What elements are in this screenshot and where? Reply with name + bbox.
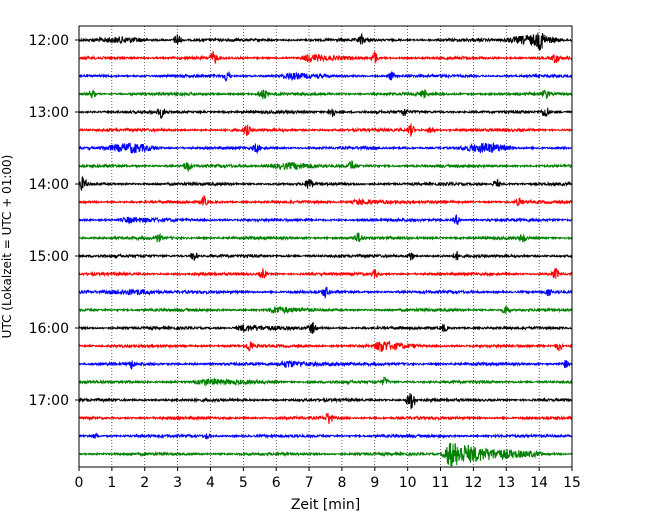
seismogram-trace-1715 (78, 413, 573, 425)
x-tick-label: 1 (107, 475, 116, 491)
trace-group (78, 32, 573, 467)
x-axis-label: Zeit [min] (291, 497, 360, 513)
seismogram-trace-1215 (78, 51, 573, 64)
seismogram-trace-1545 (78, 305, 573, 315)
x-tick-label: 6 (272, 475, 281, 491)
y-tick-label: 12:00 (29, 33, 69, 49)
x-tick-label: 13 (497, 475, 515, 491)
seismogram-trace-1445 (78, 232, 573, 243)
x-tick-label: 12 (464, 475, 482, 491)
seismogram-trace-1500 (78, 251, 573, 261)
seismogram-trace-1245 (78, 89, 573, 100)
y-axis-label: UTC (Lokalzeit = UTC + 01:00) (0, 155, 14, 339)
seismogram-trace-1645 (78, 376, 573, 387)
y-tick-label: 16:00 (29, 321, 69, 337)
x-tick-label: 7 (305, 475, 314, 491)
y-tick-label: 17:00 (29, 393, 69, 409)
seismogram-trace-1330 (78, 141, 573, 154)
x-tick-label: 9 (370, 475, 379, 491)
seismogram-trace-1600 (78, 322, 573, 334)
seismogram-trace-1515 (78, 268, 573, 279)
x-tick-label: 8 (337, 475, 346, 491)
x-tick-label: 11 (432, 475, 450, 491)
seismogram-trace-1300 (78, 107, 573, 120)
x-tick-label: 14 (530, 475, 548, 491)
x-tick-label: 4 (206, 475, 215, 491)
seismogram-trace-1700 (78, 392, 573, 410)
y-tick-label: 13:00 (29, 105, 69, 121)
x-tick-label: 5 (239, 475, 248, 491)
plot-frame (78, 25, 573, 468)
y-axis: 12:00 13:00 14:00 15:00 16:00 17:00 (29, 33, 79, 409)
seismogram-trace-1315 (78, 123, 573, 137)
seismogram-trace-1400 (78, 175, 573, 192)
seismogram-trace-1415 (78, 194, 573, 207)
seismogram-trace-1615 (78, 340, 573, 352)
x-tick-label: 2 (140, 475, 149, 491)
y-tick-label: 14:00 (29, 177, 69, 193)
seismogram-trace-1230 (78, 71, 573, 83)
seismogram-trace-1630 (78, 359, 573, 370)
seismogram-trace-1730 (78, 432, 573, 440)
x-tick-label: 10 (399, 475, 417, 491)
x-tick-label: 15 (563, 475, 581, 491)
seismogram-trace-1745 (78, 442, 573, 467)
seismogram-trace-1530 (78, 286, 573, 300)
x-tick-label: 3 (173, 475, 182, 491)
x-tick-label: 0 (75, 475, 84, 491)
seismogram-trace-1200 (78, 32, 573, 51)
y-tick-label: 15:00 (29, 249, 69, 265)
seismogram-trace-1345 (78, 160, 573, 172)
seismogram-trace-1430 (78, 214, 573, 226)
x-axis: 0 1 2 3 4 5 6 7 8 9 10 11 12 13 14 15 (75, 467, 581, 491)
